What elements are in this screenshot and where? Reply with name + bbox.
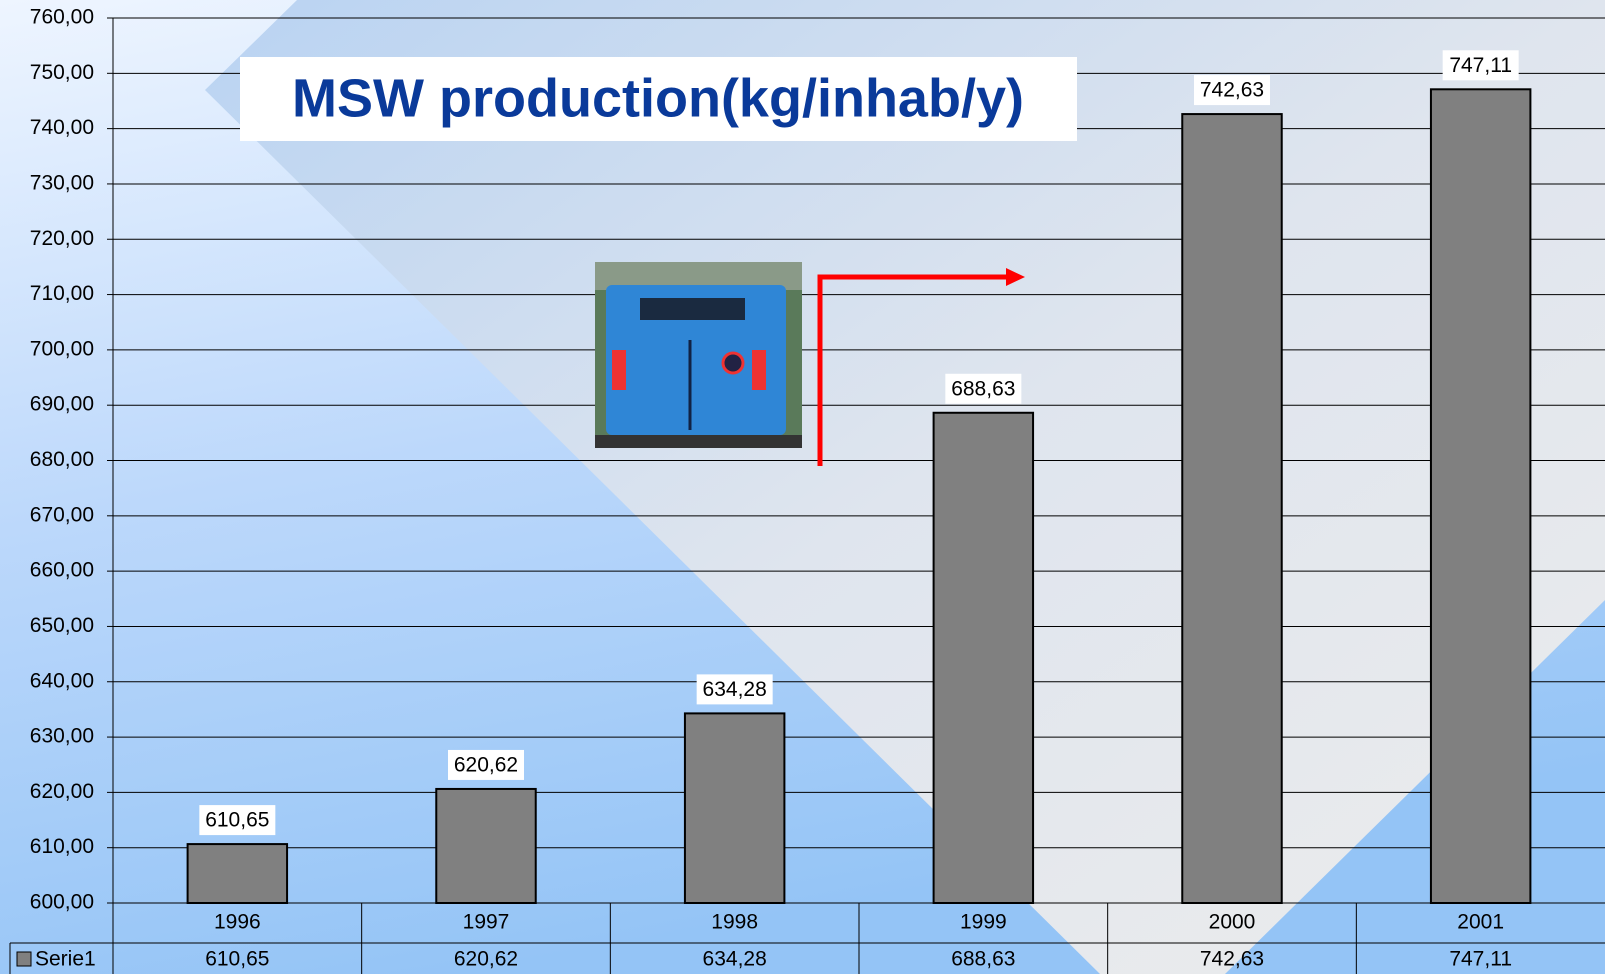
table-value: 620,62 <box>454 948 518 971</box>
y-tick-label: 730,00 <box>30 171 94 194</box>
y-tick-label: 710,00 <box>30 282 94 305</box>
y-tick-label: 680,00 <box>30 448 94 471</box>
x-tick-label: 1996 <box>214 911 261 934</box>
y-tick-label: 660,00 <box>30 559 94 582</box>
chart-title: MSW production(kg/inhab/y) <box>292 68 1024 128</box>
table-value: 610,65 <box>205 948 269 971</box>
y-tick-label: 650,00 <box>30 614 94 637</box>
x-tick-label: 2001 <box>1457 911 1504 934</box>
table-value: 688,63 <box>951 948 1015 971</box>
y-tick-label: 600,00 <box>30 891 94 914</box>
bar <box>1182 114 1281 903</box>
table-value: 747,11 <box>1449 948 1512 971</box>
y-tick-label: 640,00 <box>30 669 94 692</box>
y-tick-label: 620,00 <box>30 780 94 803</box>
data-label: 610,65 <box>205 809 269 832</box>
y-tick-label: 610,00 <box>30 835 94 858</box>
bar <box>436 789 535 903</box>
y-tick-label: 720,00 <box>30 227 94 250</box>
page: MSW production(kg/inhab/y) 600,00 610,00 6… <box>0 0 1605 974</box>
x-tick-label: 2000 <box>1209 911 1256 934</box>
legend-label: Serie1 <box>35 948 96 971</box>
y-tick-label: 630,00 <box>30 725 94 748</box>
x-tick-label: 1999 <box>960 911 1007 934</box>
y-tick-label: 740,00 <box>30 116 94 139</box>
y-tick-label: 700,00 <box>30 337 94 360</box>
bar <box>1431 89 1530 903</box>
y-tick-label: 670,00 <box>30 503 94 526</box>
bar <box>188 844 287 903</box>
y-tick-label: 760,00 <box>30 6 94 29</box>
data-label: 747,11 <box>1449 54 1512 77</box>
data-label: 688,63 <box>951 377 1015 400</box>
data-label: 742,63 <box>1200 79 1264 102</box>
bin-picture <box>595 262 802 448</box>
legend-swatch <box>17 952 31 966</box>
y-tick-label: 690,00 <box>30 393 94 416</box>
x-tick-label: 1997 <box>463 911 510 934</box>
table-value: 742,63 <box>1200 948 1264 971</box>
data-label: 620,62 <box>454 753 518 776</box>
y-tick-label: 750,00 <box>30 61 94 84</box>
chart: MSW production(kg/inhab/y) 600,00 610,00 6… <box>0 0 1605 974</box>
bar <box>685 713 784 903</box>
table-value: 634,28 <box>703 948 767 971</box>
bar <box>934 413 1033 903</box>
data-label: 634,28 <box>703 678 767 701</box>
x-tick-label: 1998 <box>711 911 758 934</box>
